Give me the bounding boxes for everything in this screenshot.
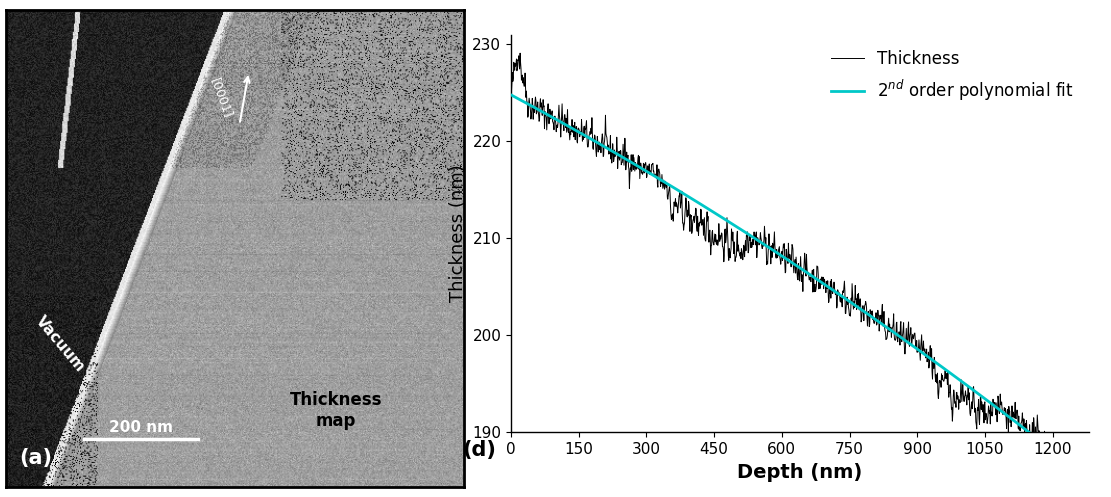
2$^{nd}$ order polynomial fit [1082, 476, 1095, 482]
Thickness [923, 343, 937, 349]
Thickness [504, 87, 518, 93]
Thickness [513, 50, 527, 56]
Text: (d): (d) [462, 440, 496, 460]
2$^{nd}$ order polynomial fit [838, 295, 851, 301]
Thickness [892, 335, 905, 341]
Text: Thickness
map: Thickness map [290, 391, 382, 430]
2$^{nd}$ order polynomial fit [819, 282, 832, 288]
2$^{nd}$ order polynomial fit [504, 92, 518, 98]
Thickness [533, 101, 547, 107]
Text: 200 nm: 200 nm [109, 419, 173, 434]
Thickness [819, 282, 832, 288]
Legend: Thickness, 2$^{nd}$ order polynomial fit: Thickness, 2$^{nd}$ order polynomial fit [824, 43, 1080, 110]
Text: Vacuum: Vacuum [33, 313, 88, 375]
2$^{nd}$ order polynomial fit [533, 107, 547, 113]
Thickness [838, 288, 851, 294]
2$^{nd}$ order polynomial fit [923, 355, 937, 361]
Thickness [1075, 482, 1089, 488]
Thickness [1082, 479, 1095, 485]
Line: 2$^{nd}$ order polynomial fit: 2$^{nd}$ order polynomial fit [511, 95, 1089, 479]
X-axis label: Depth (nm): Depth (nm) [738, 463, 862, 482]
2$^{nd}$ order polynomial fit [891, 332, 904, 338]
Text: [0001]: [0001] [208, 77, 234, 120]
Line: Thickness: Thickness [511, 53, 1089, 485]
Thickness [815, 274, 829, 280]
2$^{nd}$ order polynomial fit [814, 279, 828, 285]
Text: (a): (a) [19, 448, 52, 468]
Y-axis label: Thickness (nm): Thickness (nm) [449, 165, 467, 303]
